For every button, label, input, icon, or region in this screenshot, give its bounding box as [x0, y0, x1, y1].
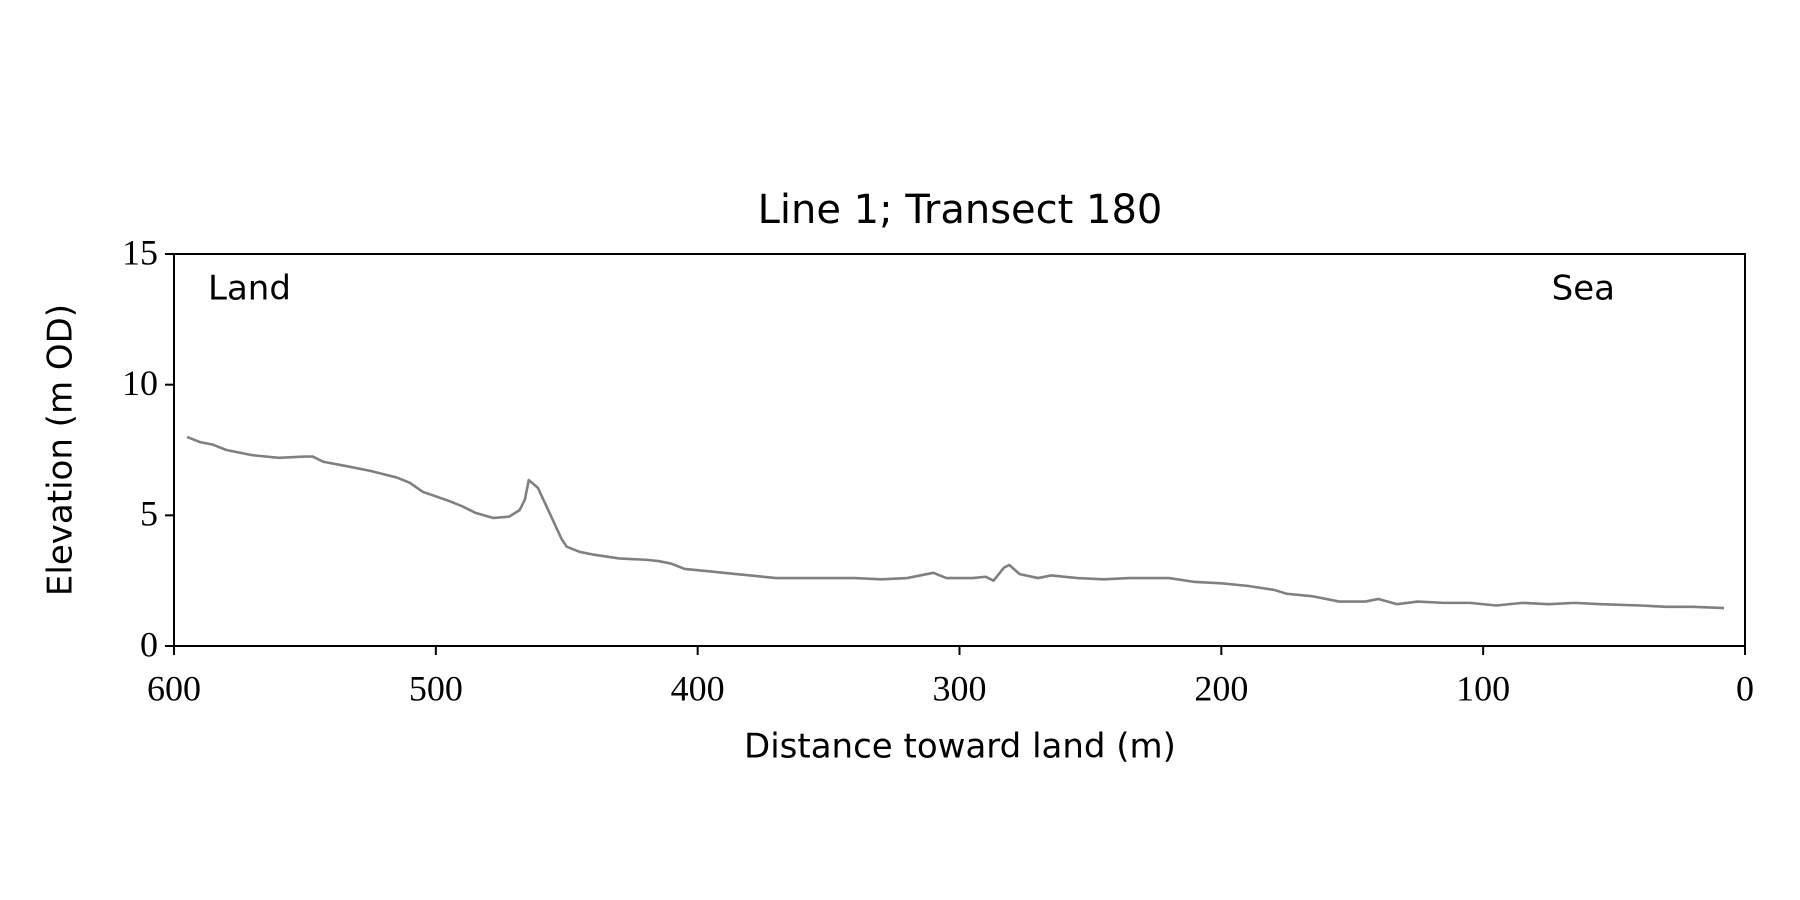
- data-line: [186, 435, 1725, 610]
- y-tick-label: 15: [122, 232, 158, 272]
- chart-title: Line 1; Transect 180: [758, 187, 1163, 233]
- x-tick-label: 400: [671, 668, 725, 708]
- y-axis-label: Elevation (m OD): [41, 304, 81, 596]
- y-tick-label: 5: [140, 494, 158, 534]
- y-tick-label: 10: [122, 363, 158, 403]
- y-tick-label: 0: [140, 624, 158, 664]
- annotation: Sea: [1552, 269, 1615, 309]
- x-tick-label: 500: [409, 668, 463, 708]
- annotation: Land: [208, 269, 291, 309]
- x-axis-label: Distance toward land (m): [744, 727, 1176, 767]
- x-tick-label: 100: [1456, 668, 1510, 708]
- plot-frame: [173, 253, 1746, 647]
- x-tick-label: 0: [1736, 668, 1754, 708]
- x-tick-label: 200: [1194, 668, 1248, 708]
- x-tick-label: 600: [147, 668, 201, 708]
- x-tick-label: 300: [933, 668, 987, 708]
